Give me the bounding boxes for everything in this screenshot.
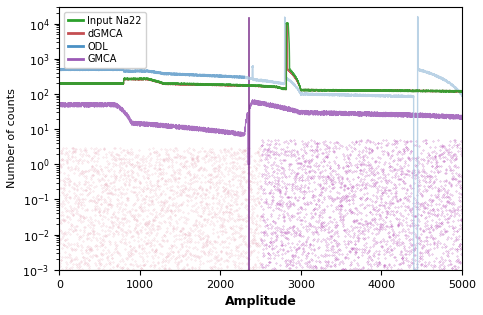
dGMCA — [298, 89, 304, 93]
Input Na22 — [129, 77, 135, 81]
ODL — [387, 93, 393, 97]
Input Na22 — [298, 88, 304, 91]
Input Na22 — [285, 21, 291, 25]
dGMCA — [459, 90, 465, 94]
Input Na22 — [318, 88, 324, 92]
Input Na22 — [387, 89, 393, 93]
ODL — [357, 94, 363, 98]
Line: dGMCA: dGMCA — [59, 23, 462, 92]
Input Na22 — [210, 83, 216, 87]
ODL — [57, 68, 62, 72]
dGMCA — [57, 82, 62, 85]
Y-axis label: Number of counts: Number of counts — [7, 89, 17, 188]
Input Na22 — [57, 82, 62, 85]
ODL — [459, 94, 465, 98]
Input Na22 — [357, 88, 363, 92]
Line: Input Na22: Input Na22 — [59, 23, 462, 92]
dGMCA — [284, 21, 290, 25]
X-axis label: Amplitude: Amplitude — [225, 295, 297, 308]
ODL — [318, 93, 324, 96]
Input Na22 — [457, 90, 463, 94]
dGMCA — [454, 90, 459, 94]
dGMCA — [129, 78, 135, 82]
Legend: Input Na22, dGMCA, ODL, GMCA: Input Na22, dGMCA, ODL, GMCA — [64, 12, 146, 68]
Input Na22 — [459, 89, 465, 93]
dGMCA — [387, 89, 393, 93]
ODL — [411, 268, 417, 272]
Line: ODL: ODL — [59, 17, 462, 270]
ODL — [415, 15, 421, 19]
ODL — [129, 68, 135, 72]
ODL — [298, 92, 304, 96]
dGMCA — [318, 89, 324, 93]
ODL — [210, 73, 216, 77]
dGMCA — [357, 88, 363, 92]
dGMCA — [210, 83, 216, 87]
